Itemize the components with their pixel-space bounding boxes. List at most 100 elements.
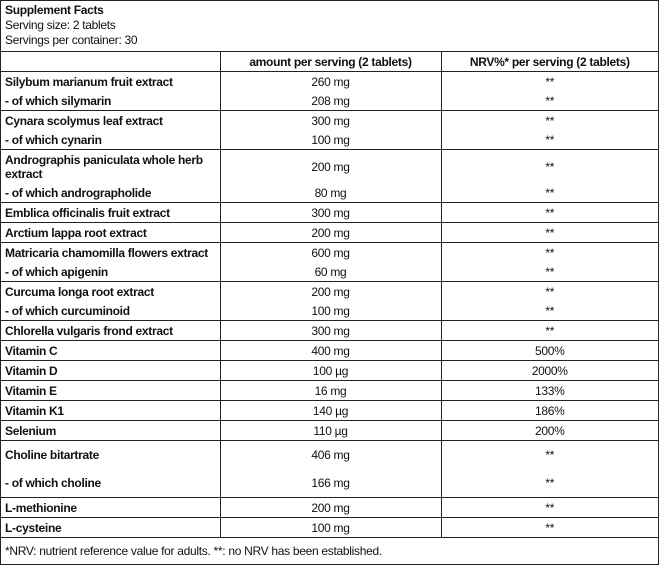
ingredient-name: Vitamin C xyxy=(1,340,220,361)
table-subrow: - of which andrographolide 80 mg ** xyxy=(1,183,658,203)
table-row: Matricaria chamomilla flowers extract 600… xyxy=(1,242,658,262)
ingredient-name: - of which apigenin xyxy=(1,262,220,282)
nrv-percent: ** xyxy=(440,130,658,150)
amount-per-serving: 600 mg xyxy=(219,242,441,262)
table-body: Silybum marianum fruit extract 260 mg ** - … xyxy=(1,71,658,538)
nrv-percent: ** xyxy=(440,222,658,243)
ingredient-name: - of which silymarin xyxy=(1,91,220,111)
nrv-percent: 133% xyxy=(440,380,658,401)
ingredient-name: - of which curcuminoid xyxy=(1,301,220,321)
ingredient-name: Andrographis paniculata whole herb extra… xyxy=(5,152,203,181)
amount-per-serving: 80 mg xyxy=(219,183,441,203)
table-row: Arctium lappa root extract 200 mg ** xyxy=(1,222,658,243)
table-row: Emblica officinalis fruit extract 300 mg *… xyxy=(1,202,658,223)
table-row: Vitamin K1 140 µg 186% xyxy=(1,400,658,421)
table-row: Vitamin C 400 mg 500% xyxy=(1,340,658,361)
ingredient-name: Chlorella vulgaris frond extract xyxy=(1,320,220,341)
nrv-percent: ** xyxy=(440,149,658,183)
amount-per-serving: 16 mg xyxy=(219,380,441,401)
column-header-ingredient xyxy=(1,52,220,72)
nrv-percent: ** xyxy=(440,497,658,518)
amount-per-serving: 200 mg xyxy=(219,281,441,301)
amount-per-serving: 60 mg xyxy=(219,262,441,282)
table-row: Cynara scolymus leaf extract 300 mg ** xyxy=(1,110,658,130)
ingredient-name: Vitamin D xyxy=(1,360,220,381)
table-row: L-cysteine 100 mg ** xyxy=(1,517,658,538)
ingredient-name: Vitamin E xyxy=(1,380,220,401)
table-row: Silybum marianum fruit extract 260 mg ** xyxy=(1,71,658,91)
table-subrow: - of which curcuminoid 100 mg ** xyxy=(1,301,658,321)
nutrient-table: amount per serving (2 tablets) NRV%* per… xyxy=(1,52,658,538)
ingredient-name: - of which cynarin xyxy=(1,130,220,150)
nrv-percent: ** xyxy=(440,469,658,498)
table-row: Curcuma longa root extract 200 mg ** xyxy=(1,281,658,301)
table-subrow: - of which choline 166 mg ** xyxy=(1,469,658,498)
ingredient-name: Curcuma longa root extract xyxy=(5,284,154,299)
facts-title: Supplement Facts xyxy=(5,3,104,17)
table-row: Andrographis paniculata whole herb extra… xyxy=(1,149,658,183)
amount-per-serving: 200 mg xyxy=(219,497,441,518)
nrv-percent: 200% xyxy=(440,420,658,441)
table-row: Choline bitartrate 406 mg ** xyxy=(1,440,658,469)
nrv-percent: ** xyxy=(440,71,658,91)
table-row: L-methionine 200 mg ** xyxy=(1,497,658,518)
amount-per-serving: 110 µg xyxy=(219,420,441,441)
nrv-percent: ** xyxy=(440,110,658,130)
nrv-percent: ** xyxy=(440,281,658,301)
ingredient-name: Silybum marianum fruit extract xyxy=(5,74,173,89)
amount-per-serving: 200 mg xyxy=(219,149,441,183)
ingredient-name: Cynara scolymus leaf extract xyxy=(5,113,163,128)
nrv-percent: ** xyxy=(440,320,658,341)
facts-header: Supplement Facts Serving size: 2 tablets… xyxy=(1,1,658,52)
amount-per-serving: 300 mg xyxy=(219,320,441,341)
nrv-percent: ** xyxy=(440,91,658,111)
nrv-percent: ** xyxy=(440,517,658,538)
nrv-percent: ** xyxy=(440,262,658,282)
table-row: Vitamin D 100 µg 2000% xyxy=(1,360,658,381)
table-row: Vitamin E 16 mg 133% xyxy=(1,380,658,401)
nrv-percent: ** xyxy=(440,202,658,223)
amount-per-serving: 140 µg xyxy=(219,400,441,421)
amount-per-serving: 100 mg xyxy=(219,301,441,321)
table-header-row: amount per serving (2 tablets) NRV%* per… xyxy=(1,52,658,72)
servings-per-container: Servings per container: 30 xyxy=(5,33,138,47)
table-subrow: - of which cynarin 100 mg ** xyxy=(1,130,658,150)
amount-per-serving: 300 mg xyxy=(219,110,441,130)
nrv-percent: 186% xyxy=(440,400,658,421)
ingredient-name: L-methionine xyxy=(1,497,220,518)
ingredient-name: Matricaria chamomilla flowers extract xyxy=(5,245,208,260)
ingredient-name: - of which andrographolide xyxy=(1,183,220,203)
table-row: Chlorella vulgaris frond extract 300 mg ** xyxy=(1,320,658,341)
table-row: Selenium 110 µg 200% xyxy=(1,420,658,441)
amount-per-serving: 260 mg xyxy=(219,71,441,91)
footnote: *NRV: nutrient reference value for adult… xyxy=(5,544,382,558)
nrv-percent: ** xyxy=(440,440,658,469)
ingredient-name: L-cysteine xyxy=(1,517,220,538)
amount-per-serving: 300 mg xyxy=(219,202,441,223)
nrv-percent: ** xyxy=(440,242,658,262)
ingredient-name: Choline bitartrate xyxy=(5,448,99,462)
amount-per-serving: 166 mg xyxy=(219,469,441,498)
table-subrow: - of which silymarin 208 mg ** xyxy=(1,91,658,111)
amount-per-serving: 208 mg xyxy=(219,91,441,111)
column-header-nrv: NRV%* per serving (2 tablets) xyxy=(440,52,658,72)
amount-per-serving: 200 mg xyxy=(219,222,441,243)
nrv-percent: ** xyxy=(440,301,658,321)
amount-per-serving: 100 µg xyxy=(219,360,441,381)
nrv-percent: 2000% xyxy=(440,360,658,381)
ingredient-name: Arctium lappa root extract xyxy=(1,222,220,243)
table-subrow: - of which apigenin 60 mg ** xyxy=(1,262,658,282)
amount-per-serving: 100 mg xyxy=(219,130,441,150)
ingredient-name: Emblica officinalis fruit extract xyxy=(1,202,220,223)
amount-per-serving: 406 mg xyxy=(219,440,441,469)
serving-size: Serving size: 2 tablets xyxy=(5,18,116,32)
ingredient-name: Vitamin K1 xyxy=(1,400,220,421)
amount-per-serving: 100 mg xyxy=(219,517,441,538)
ingredient-name: Selenium xyxy=(1,420,220,441)
column-header-amount: amount per serving (2 tablets) xyxy=(219,52,441,72)
nrv-percent: 500% xyxy=(440,340,658,361)
nrv-percent: ** xyxy=(440,183,658,203)
ingredient-name: - of which choline xyxy=(1,469,220,498)
amount-per-serving: 400 mg xyxy=(219,340,441,361)
